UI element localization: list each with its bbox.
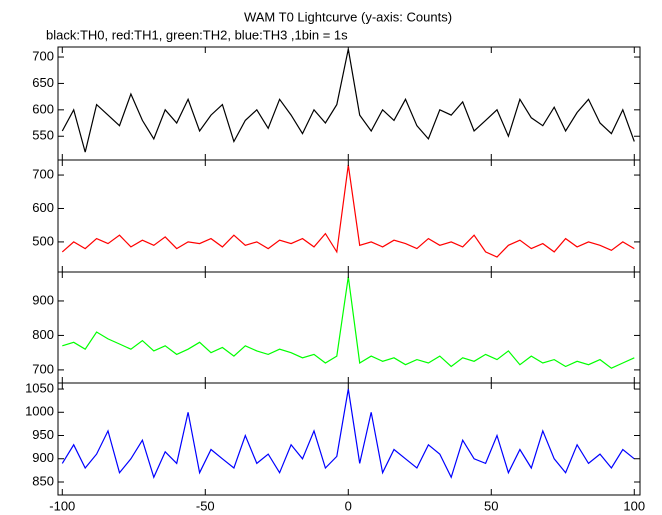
x-tick-label: -100 — [49, 498, 75, 513]
y-tick-label: 550 — [32, 128, 54, 143]
y-tick-label: 1000 — [25, 404, 54, 419]
panel-frame — [57, 382, 641, 496]
y-tick-label: 700 — [32, 48, 54, 63]
y-tick-label: 900 — [32, 292, 54, 307]
x-tick-label: 50 — [484, 498, 498, 513]
y-tick-label: 1050 — [25, 380, 54, 395]
y-tick-label: 700 — [32, 166, 54, 181]
x-tick-label: 0 — [345, 498, 352, 513]
chart-title: WAM T0 Lightcurve (y-axis: Counts) — [244, 9, 452, 24]
y-tick-label: 850 — [32, 473, 54, 488]
y-tick-label: 900 — [32, 450, 54, 465]
x-tick-label: 100 — [623, 498, 645, 513]
panel-frame — [57, 46, 641, 161]
x-tick-label: -50 — [196, 498, 215, 513]
lightcurve — [61, 48, 635, 153]
lightcurve — [61, 164, 635, 258]
panel-frame — [57, 159, 641, 273]
y-tick-label: 600 — [32, 200, 54, 215]
y-tick-label: 800 — [32, 327, 54, 342]
lightcurve — [62, 276, 635, 369]
lightcurve — [61, 388, 635, 480]
y-tick-label: 950 — [32, 427, 54, 442]
y-tick-label: 650 — [32, 75, 54, 90]
panel-frame — [57, 271, 641, 384]
y-tick-label: 700 — [32, 361, 54, 376]
y-tick-label: 600 — [32, 101, 54, 116]
chart-subtitle: black:TH0, red:TH1, green:TH2, blue:TH3 … — [46, 27, 348, 42]
y-tick-label: 500 — [32, 233, 54, 248]
